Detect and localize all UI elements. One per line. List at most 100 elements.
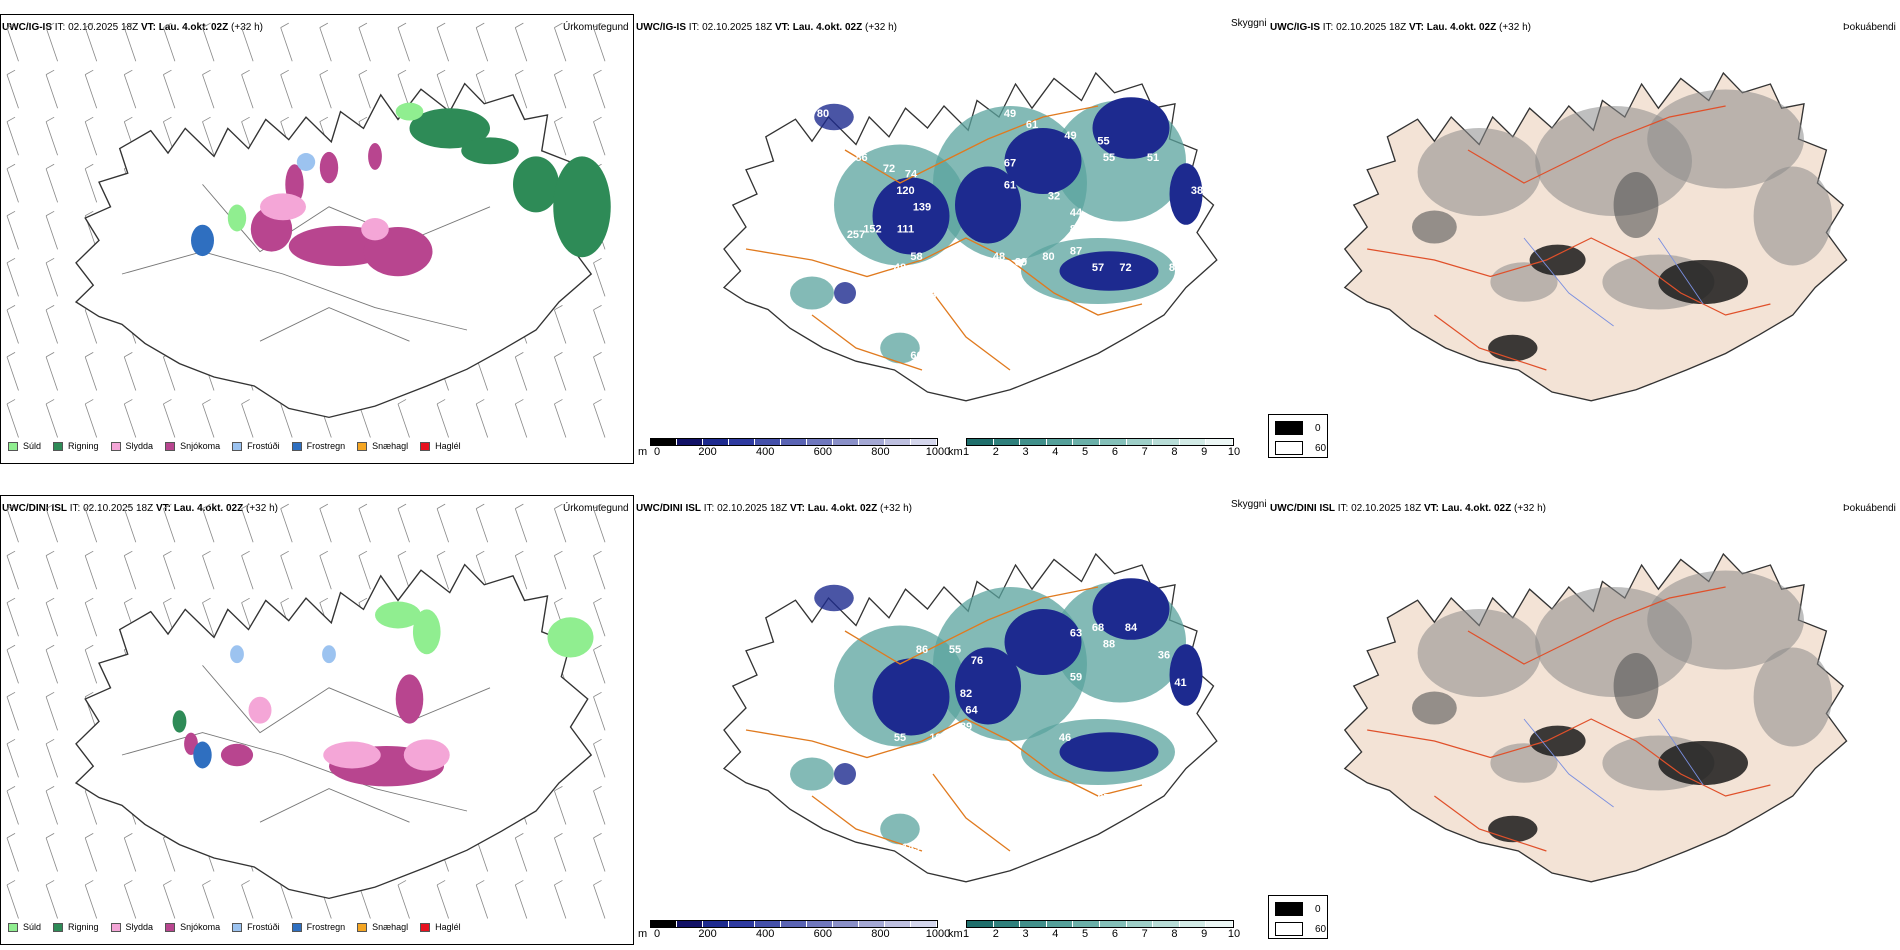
visibility-value-label: 68: [1092, 622, 1104, 634]
visibility-value-label: 49: [1004, 108, 1016, 120]
valid-time: Lau. 4.okt. 02Z: [173, 503, 244, 514]
colorbar-cell: [993, 439, 1021, 445]
it-label: IT:: [1322, 22, 1334, 33]
visibility-value-label: 85: [1169, 262, 1181, 274]
legend-item: Snæhagl: [357, 441, 408, 451]
precip-legend-top: Súld Rigning Slydda Snjókoma Frostúði Frostre…: [8, 441, 473, 451]
colorbar-tick: 5: [1082, 446, 1089, 458]
visibility-value-label: 41: [1174, 677, 1186, 689]
legend-label: Frostregn: [306, 922, 346, 932]
colorbar-tick: 5: [1082, 928, 1089, 940]
colorbar-tick: 200: [698, 446, 717, 458]
visibility-value-label: 97: [1031, 776, 1043, 788]
legend-item: Frostúði: [232, 922, 280, 932]
visibility-value-label: 58: [910, 251, 922, 263]
visibility-value-label: 67: [1004, 158, 1016, 170]
legend-swatch: [291, 922, 302, 932]
colorbar-tick: 9: [1201, 928, 1208, 940]
visibility-value-label: 111: [897, 224, 914, 236]
fog-legend-label: 0: [1315, 422, 1321, 434]
colorbar-tick: 600: [813, 446, 832, 458]
visibility-value-label: 176: [918, 306, 936, 318]
legend-item: Súld: [8, 441, 41, 451]
colorbar-cell: [885, 921, 911, 927]
colorbar-cell: [859, 921, 885, 927]
vt-label: VT:: [1408, 22, 1424, 33]
colorbar-tick: 1: [962, 446, 970, 458]
visibility-value-label: 76: [927, 831, 939, 843]
colorbar-cell: [677, 439, 703, 445]
fog-legend-row: 0: [1275, 421, 1321, 435]
legend-swatch: [291, 441, 302, 451]
fog-legend-swatch: [1275, 902, 1303, 916]
colorbar-cells: [966, 920, 1234, 928]
colorbar-unit: km: [948, 928, 963, 940]
colorbar-cells: [650, 920, 938, 928]
legend-label: Frostregn: [306, 441, 346, 451]
visibility-value-label: 42: [899, 782, 911, 794]
colorbar-tick: 3: [1022, 446, 1029, 458]
legend-swatch: [232, 441, 243, 451]
visibility-value-label: 48: [1064, 793, 1076, 805]
colorbar-cell: [833, 439, 859, 445]
fog-legend-row: 60: [1275, 441, 1326, 455]
visibility-value-label: 55: [1097, 136, 1109, 148]
visibility-value-label: 52: [828, 787, 840, 799]
visibility-value-label: 87: [1070, 246, 1082, 258]
model-name: UWC/IG-IS: [2, 22, 52, 33]
visibility-value-label: 116: [919, 290, 937, 302]
colorbar-cell: [755, 439, 781, 445]
visibility-value-label: 44: [883, 273, 896, 285]
visibility-value-label: 32: [1048, 191, 1060, 203]
legend-label: Súld: [23, 441, 42, 451]
colorbar-cell: [1126, 439, 1154, 445]
cbar-km-colorbar: km 1 2 3 4 5 6 7 8 9 10: [948, 920, 1240, 940]
colorbar-cell: [703, 439, 729, 445]
visibility-value-label: 51: [1147, 152, 1159, 164]
colorbar-tick: 800: [871, 446, 890, 458]
visibility-value-label: 74: [905, 169, 918, 181]
fog-legend-swatch: [1275, 441, 1303, 455]
legend-swatch: [8, 441, 18, 451]
legend-label: Haglél: [435, 441, 461, 451]
visibility-value-label: 55: [1103, 152, 1115, 164]
fog-index-map: [1343, 71, 1848, 402]
vt-label: VT:: [1423, 503, 1439, 514]
colorbar-cell: [781, 439, 807, 445]
fog-legend: 0 60: [1268, 414, 1328, 458]
colorbar-cell: [833, 921, 859, 927]
visibility-value-label: 101: [825, 644, 843, 656]
visibility-value-label: 86: [1070, 224, 1082, 236]
visibility-value-label: 48: [894, 262, 906, 274]
visibility-value-label: 59: [1070, 672, 1082, 684]
visibility-value-label: 76: [1059, 92, 1071, 104]
colorbar-ticks: 1 2 3 4 5 6 7 8 9 10: [962, 446, 1240, 458]
colorbar-tick: 200: [698, 928, 717, 940]
visibility-value-label: 76: [971, 655, 983, 667]
model-name: UWC/DINI ISL: [1270, 503, 1335, 514]
colorbar-cell: [885, 439, 911, 445]
colorbar-tick: 600: [813, 928, 832, 940]
colorbar-tick: 10: [1227, 446, 1241, 458]
legend-label: Haglél: [435, 922, 461, 932]
lead-time: (+32 h): [865, 22, 897, 33]
colorbar-tick: 4: [1052, 928, 1059, 940]
colorbar-cell: [729, 921, 755, 927]
visibility-value-label: 53: [877, 798, 889, 810]
init-time: 02.10.2025 18Z: [1351, 503, 1422, 514]
legend-label: Súld: [23, 922, 42, 932]
visibility-value-label: 86: [916, 644, 928, 656]
visibility-value-label: 162: [924, 793, 942, 805]
visibility-value-label: 72: [1081, 705, 1093, 717]
map-frame: [0, 14, 634, 464]
visibility-value-label: 66: [1086, 798, 1098, 810]
visibility-value-label: 75: [1163, 699, 1175, 711]
colorbar-cell: [677, 921, 703, 927]
legend-label: Rigning: [68, 441, 99, 451]
legend-label: Frostúði: [247, 441, 280, 451]
colorbar-cell: [651, 439, 677, 445]
legend-item: Rigning: [53, 441, 99, 451]
colorbar-tick: 0: [654, 446, 661, 458]
it-label: IT:: [69, 503, 81, 514]
